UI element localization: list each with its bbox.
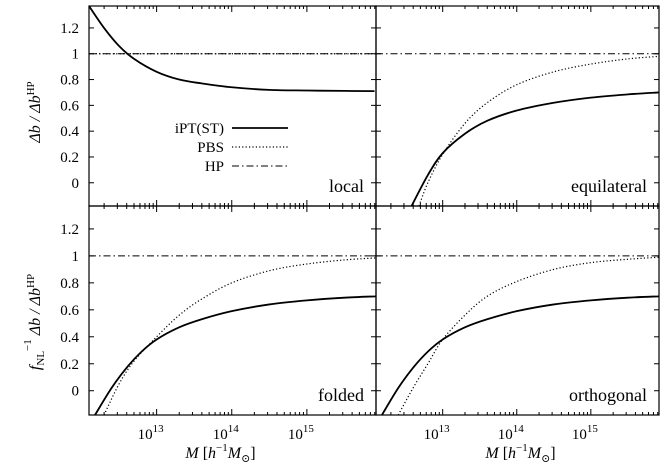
panel-frame-orthogonal: [375, 205, 660, 416]
y-tick-label: 0: [72, 384, 80, 400]
y-axis-label-top: Δb / ΔbHP: [25, 81, 44, 143]
y-tick-label: 0.4: [60, 330, 79, 346]
y-tick-label: 0.2: [60, 357, 79, 373]
series-group-equilateral: [376, 53, 659, 206]
panel-orthogonal: 1013 1014 1015 orthogonal: [375, 205, 660, 443]
series-line-folded-pbs: [103, 257, 376, 415]
panels-group: 0 0.2 0.4 0.6 0.8 1 1.2 local equilateral 0 0.2 0.4…: [60, 5, 660, 465]
legend: iPT(ST) PBS HP: [175, 121, 288, 175]
series-group-folded: [89, 255, 376, 415]
x-tick-label: 1013: [424, 423, 451, 443]
x-tick-label: 1015: [288, 423, 315, 443]
y-tick-label: 1: [72, 249, 80, 265]
panel-label-local: local: [329, 176, 364, 196]
x-axis-label: M [h−1M⊙]: [484, 442, 555, 465]
y-axis-label-bottom: fNL−1 Δb / ΔbHP: [22, 274, 47, 370]
x-tick-label: 1013: [138, 423, 165, 443]
panel-label-equilateral: equilateral: [571, 176, 647, 196]
series-line-local-ipt-st: [89, 6, 375, 93]
y-tick-label: 0.8: [60, 73, 79, 89]
x-tick-label: 1015: [572, 423, 599, 443]
y-tick-label: 1.2: [60, 21, 79, 37]
series-line-folded-ipt-st: [94, 295, 376, 415]
panel-label-folded: folded: [318, 385, 364, 405]
series-line-orthogonal-pbs: [397, 256, 659, 415]
y-tick-label: 0: [72, 176, 80, 192]
y-tick-label: 1: [72, 47, 80, 63]
series-line-equilateral-ipt-st: [410, 91, 659, 206]
y-tick-label: 0.4: [60, 124, 79, 140]
legend-label-pbs: PBS: [197, 140, 224, 156]
y-tick-label: 0.6: [60, 98, 79, 114]
y-tick-label: 0.6: [60, 303, 79, 319]
panel-label-orthogonal: orthogonal: [569, 385, 647, 405]
series-group-local: [89, 6, 376, 93]
series-group-orthogonal: [376, 255, 659, 415]
x-tick-label: 1014: [213, 423, 240, 443]
panel-local: 0 0.2 0.4 0.6 0.8 1 1.2 local: [60, 5, 377, 207]
legend-label-hp: HP: [205, 159, 224, 175]
legend-label-ipt-st: iPT(ST): [175, 121, 224, 137]
axis-labels-group: Δb / ΔbHP fNL−1 Δb / ΔbHP: [22, 81, 47, 370]
y-tick-label: 1.2: [60, 222, 79, 238]
y-tick-label: 0.8: [60, 276, 79, 292]
x-axis-label: M [h−1M⊙]: [184, 442, 255, 465]
series-line-orthogonal-ipt-st: [381, 295, 659, 415]
x-tick-label: 1014: [498, 423, 525, 443]
y-tick-label: 0.2: [60, 150, 79, 166]
panel-equilateral: equilateral: [375, 5, 660, 207]
